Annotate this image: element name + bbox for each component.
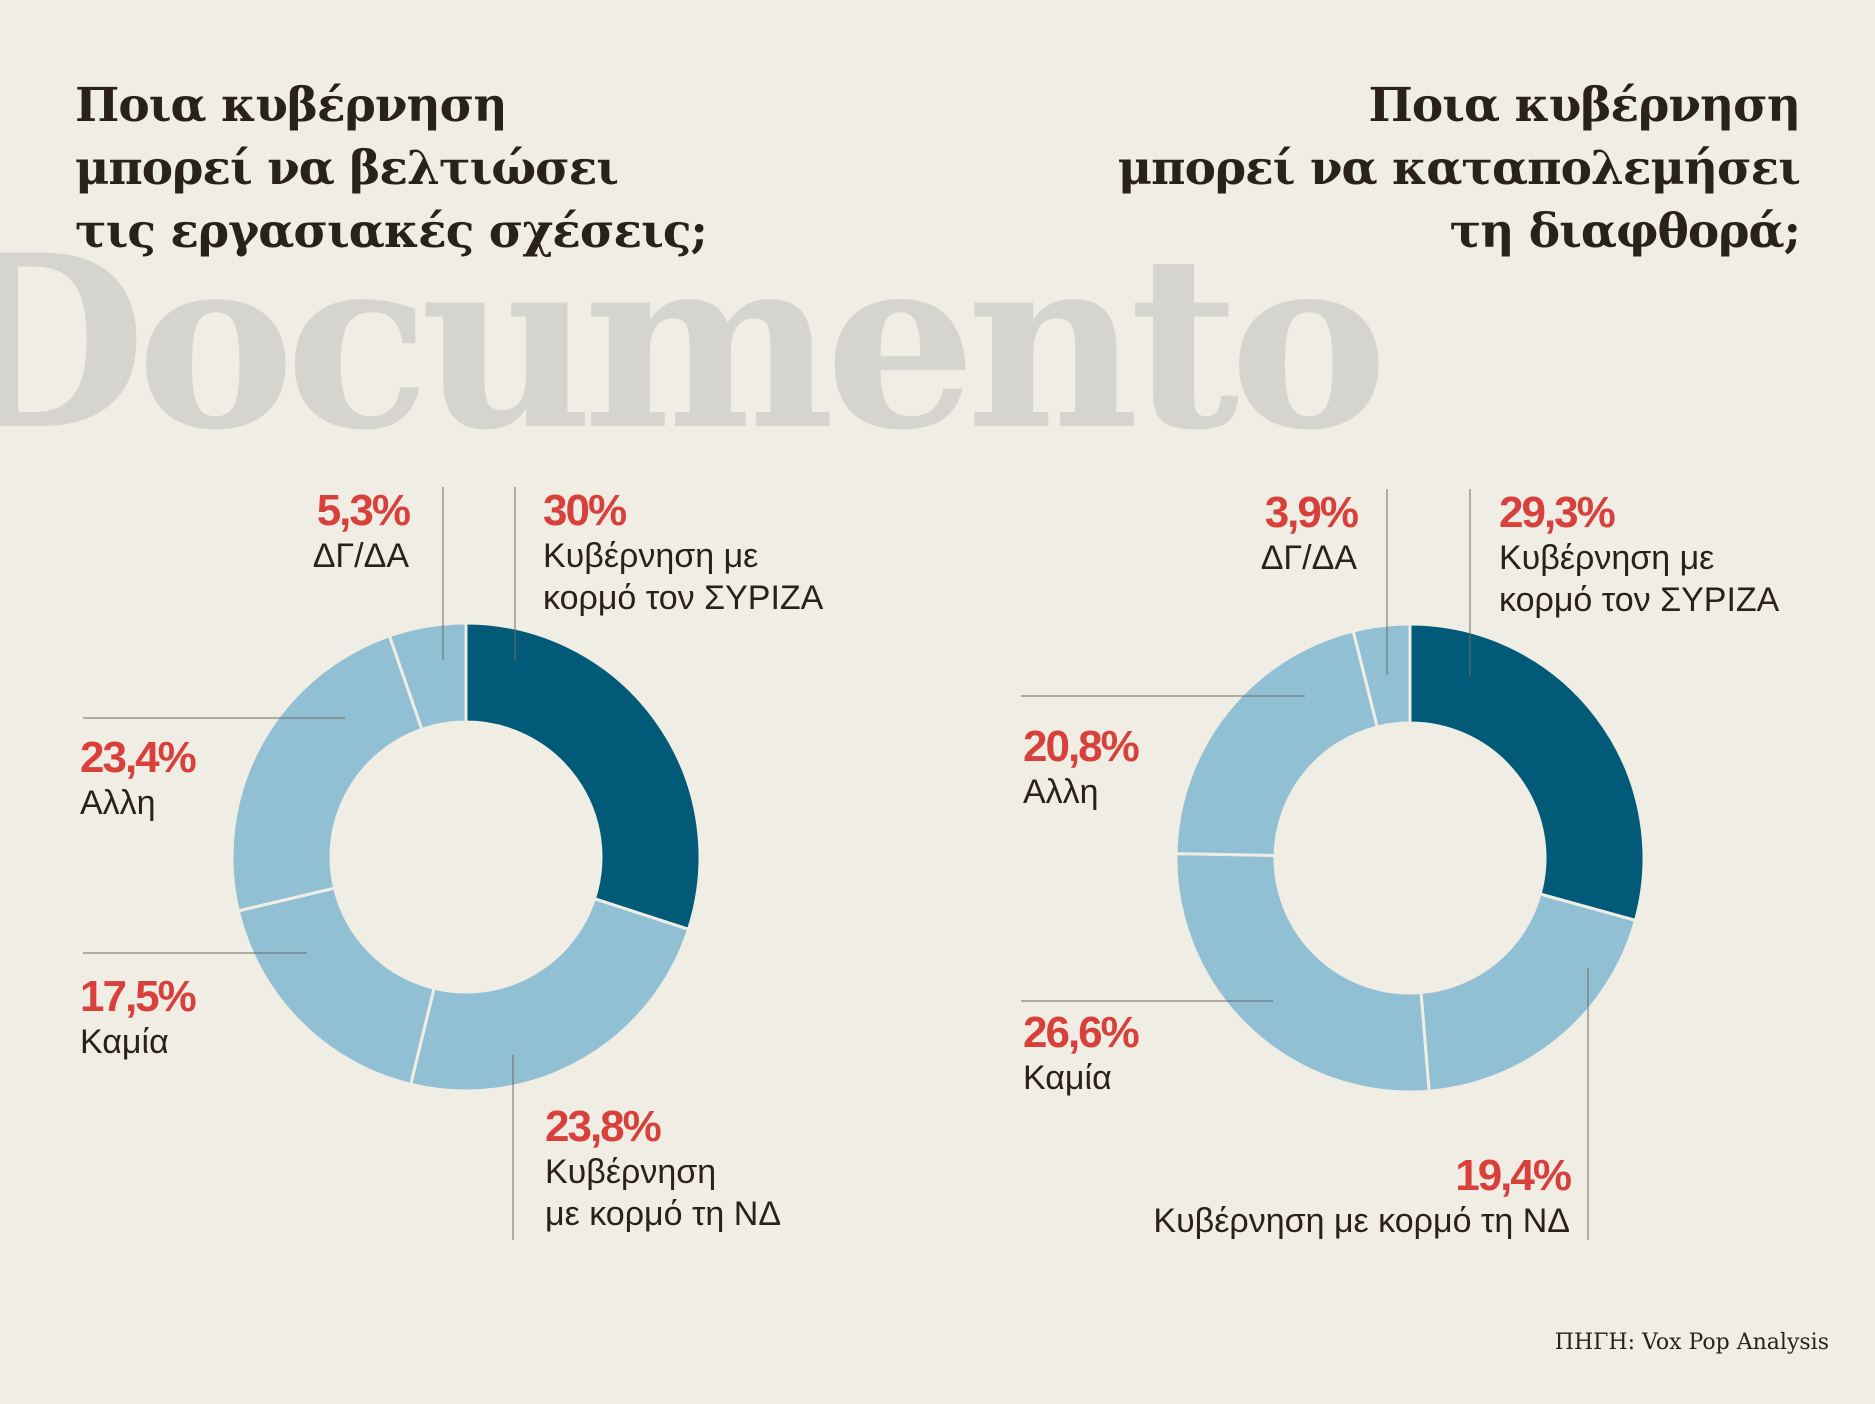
donut-slice-other — [1174, 629, 1380, 857]
slice-label-left-dk: 5,3% ΔΓ/ΔΑ — [313, 486, 411, 577]
slice-category: Καμία — [1023, 1057, 1138, 1099]
slice-category: Κυβέρνηση με κορμό τη ΝΔ — [545, 1151, 781, 1235]
donut-slice-syriza — [464, 621, 702, 932]
slice-category-line: Κυβέρνηση — [545, 1153, 717, 1191]
slice-value: 30% — [543, 486, 627, 535]
slice-category: Κυβέρνηση με κορμό τον ΣΥΡΙΖΑ — [1499, 537, 1779, 621]
slice-value: 29,3% — [1499, 488, 1616, 537]
donut-slice-none — [236, 886, 436, 1087]
watermark-logo: Documento — [0, 204, 1388, 483]
source-note: ΠΗΓΗ: Vox Pop Analysis — [1554, 1330, 1829, 1355]
slice-value: 19,4% — [1455, 1151, 1572, 1200]
slice-category: ΔΓ/ΔΑ — [1261, 537, 1357, 579]
slice-category-line: με κορμό τη ΝΔ — [545, 1195, 782, 1233]
slice-label-left-other: 23,4% Αλλη — [80, 733, 197, 824]
chart-title-line: τις εργασιακές σχέσεις; — [75, 204, 708, 259]
donut-slice-dk — [1351, 622, 1412, 729]
slice-category-line: Κυβέρνηση με — [1499, 539, 1715, 577]
slice-label-left-nd: 23,8% Κυβέρνηση με κορμό τη ΝΔ — [545, 1103, 781, 1235]
slice-value: 5,3% — [316, 486, 411, 535]
chart-title-line: Ποια κυβέρνηση — [1368, 78, 1802, 133]
slice-label-right-other: 20,8% Αλλη — [1023, 722, 1140, 813]
slice-label-left-syriza: 30% Κυβέρνηση με κορμό τον ΣΥΡΙΖΑ — [543, 487, 823, 619]
slice-label-right-syriza: 29,3% Κυβέρνηση με κορμό τον ΣΥΡΙΖΑ — [1499, 489, 1779, 621]
slice-category-line: ΔΓ/ΔΑ — [312, 537, 409, 575]
donut-slice-dk — [387, 621, 468, 732]
chart-title-line: μπορεί να βελτιώσει — [75, 141, 619, 196]
slice-category-line: κορμό τον ΣΥΡΙΖΑ — [1499, 581, 1780, 619]
donut-chart-left — [230, 621, 702, 1093]
slice-label-right-nd: 19,4% Κυβέρνηση με κορμό τη ΝΔ — [1153, 1151, 1572, 1242]
slice-category-line: κορμό τον ΣΥΡΙΖΑ — [543, 579, 824, 617]
slice-category-line: Κυβέρνηση με — [543, 537, 759, 575]
chart-title-line: Ποια κυβέρνηση — [75, 78, 507, 133]
leader-lines — [83, 487, 1589, 1240]
slice-category-line: ΔΓ/ΔΑ — [1260, 539, 1357, 577]
donut-slice-other — [230, 633, 424, 913]
slice-category: Κυβέρνηση με κορμό τη ΝΔ — [1153, 1200, 1570, 1242]
slice-category: Καμία — [80, 1021, 195, 1063]
donut-slice-nd — [1419, 892, 1638, 1093]
chart-title-left: Ποια κυβέρνηση μπορεί να βελτιώσει τις ε… — [75, 74, 708, 263]
chart-title-line: μπορεί να καταπολεμήσει — [1117, 141, 1801, 196]
slice-value: 23,4% — [80, 733, 197, 782]
slice-label-right-dk: 3,9% ΔΓ/ΔΑ — [1261, 488, 1359, 579]
slice-value: 20,8% — [1023, 722, 1140, 771]
donut-slice-nd — [408, 896, 691, 1093]
slice-value: 23,8% — [545, 1102, 662, 1151]
donut-chart-right — [1174, 622, 1646, 1094]
slice-category: ΔΓ/ΔΑ — [313, 535, 409, 577]
slice-label-right-none: 26,6% Καμία — [1023, 1008, 1140, 1099]
slice-value: 3,9% — [1264, 488, 1359, 537]
slice-category-line: Αλλη — [1023, 773, 1099, 811]
slice-category: Κυβέρνηση με κορμό τον ΣΥΡΙΖΑ — [543, 535, 823, 619]
slice-label-left-none: 17,5% Καμία — [80, 972, 197, 1063]
slice-category-line: Κυβέρνηση με κορμό τη ΝΔ — [1153, 1202, 1570, 1240]
slice-category: Αλλη — [80, 782, 195, 824]
donut-slice-none — [1174, 852, 1431, 1094]
chart-title-right: Ποια κυβέρνηση μπορεί να καταπολεμήσει τ… — [1117, 74, 1802, 263]
chart-title-line: τη διαφθορά; — [1449, 204, 1801, 259]
slice-category-line: Καμία — [1023, 1059, 1112, 1097]
slice-category-line: Αλλη — [80, 784, 156, 822]
slice-category-line: Καμία — [80, 1023, 169, 1061]
slice-category: Αλλη — [1023, 771, 1138, 813]
slice-value: 26,6% — [1023, 1008, 1140, 1057]
donut-slice-syriza — [1408, 622, 1646, 923]
slice-value: 17,5% — [80, 972, 197, 1021]
